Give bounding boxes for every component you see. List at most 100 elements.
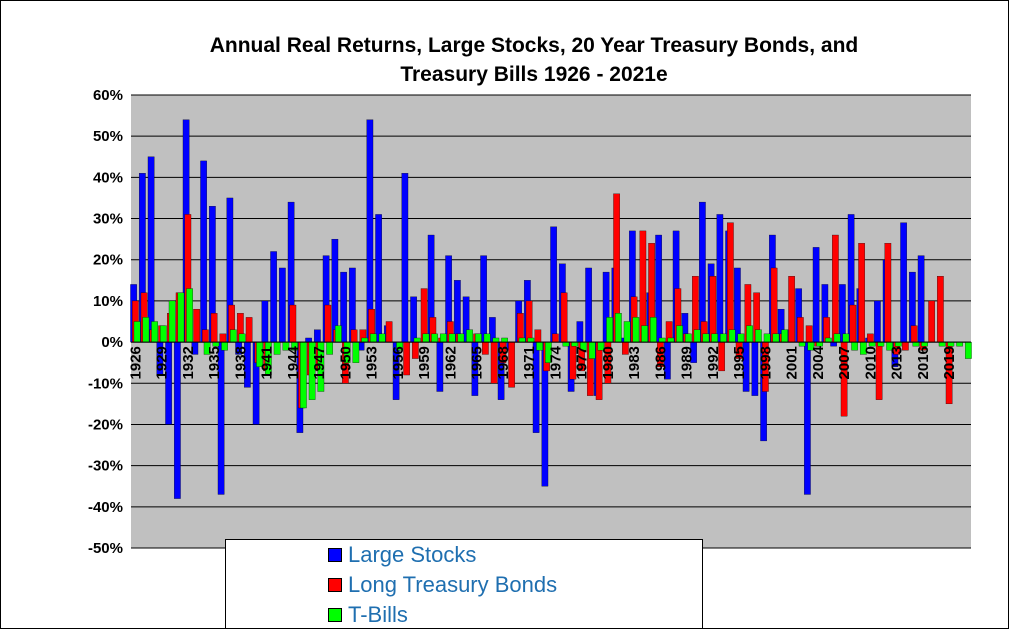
bar-t-bills bbox=[562, 341, 570, 347]
bar-long-treasury-bonds bbox=[867, 333, 874, 343]
bar-long-treasury-bonds bbox=[639, 230, 647, 343]
bar-long-treasury-bonds bbox=[210, 313, 218, 343]
bar-long-treasury-bonds bbox=[849, 304, 857, 343]
bar-large-stocks bbox=[314, 329, 321, 343]
bar-t-bills bbox=[816, 341, 823, 347]
bar-t-bills bbox=[177, 292, 185, 343]
bar-long-treasury-bonds bbox=[937, 276, 944, 343]
bar-long-treasury-bonds bbox=[385, 321, 393, 343]
chart-title-line-2: Treasury Bills 1926 - 2021e bbox=[400, 63, 667, 86]
bar-t-bills bbox=[921, 341, 928, 347]
bar-t-bills bbox=[475, 333, 482, 343]
bar-t-bills bbox=[527, 337, 535, 343]
bar-t-bills bbox=[842, 333, 850, 343]
bar-t-bills bbox=[825, 337, 832, 343]
bar-t-bills bbox=[877, 341, 885, 347]
bar-t-bills bbox=[571, 341, 578, 347]
bar-t-bills bbox=[335, 325, 342, 343]
bar-large-stocks bbox=[480, 255, 487, 343]
x-tick-label: 1965 bbox=[469, 346, 486, 379]
y-tick-label: 50% bbox=[93, 128, 123, 145]
x-tick-label: 1998 bbox=[757, 346, 774, 379]
bar-long-treasury-bonds bbox=[245, 317, 253, 343]
y-tick-label: -20% bbox=[88, 416, 123, 433]
bar-t-bills bbox=[483, 333, 491, 343]
x-tick-label: 2001 bbox=[784, 346, 801, 379]
bar-series bbox=[130, 119, 972, 499]
x-tick-label: 1929 bbox=[154, 346, 171, 379]
bar-long-treasury-bonds bbox=[202, 329, 209, 343]
legend-item-large-stocks: Large Stocks bbox=[328, 540, 476, 570]
bar-long-treasury-bonds bbox=[928, 300, 935, 343]
bar-large-stocks bbox=[830, 341, 837, 347]
x-tick-label: 1935 bbox=[206, 346, 223, 379]
bar-t-bills bbox=[422, 333, 430, 343]
bar-t-bills bbox=[168, 300, 176, 343]
bar-t-bills bbox=[667, 337, 675, 343]
bar-long-treasury-bonds bbox=[289, 304, 297, 343]
bar-t-bills bbox=[737, 333, 745, 343]
x-tick-label: 1941 bbox=[259, 346, 276, 379]
bar-t-bills bbox=[781, 329, 788, 343]
bar-large-stocks bbox=[401, 173, 409, 343]
x-axis-tick-labels: 1926 1929 1932 1935 1938 1941 1944 1947 1950 1953… bbox=[127, 345, 958, 379]
bar-large-stocks bbox=[270, 251, 277, 343]
legend-swatch-long-treasury-bonds bbox=[328, 578, 342, 592]
bar-t-bills bbox=[448, 333, 456, 343]
bar-large-stocks bbox=[839, 284, 846, 343]
bar-long-treasury-bonds bbox=[805, 325, 813, 343]
legend-label-long-treasury-bonds: Long Treasury Bonds bbox=[348, 572, 558, 597]
x-tick-label: 1971 bbox=[521, 346, 538, 379]
bar-long-treasury-bonds bbox=[552, 333, 559, 343]
bar-t-bills bbox=[238, 333, 246, 343]
x-tick-label: 1959 bbox=[416, 346, 433, 379]
x-tick-label: 1956 bbox=[390, 346, 407, 379]
bar-long-treasury-bonds bbox=[858, 243, 865, 343]
bar-long-treasury-bonds bbox=[534, 329, 542, 343]
x-tick-label: 2016 bbox=[915, 346, 932, 379]
bar-t-bills bbox=[755, 329, 762, 343]
x-tick-label: 2013 bbox=[889, 346, 906, 379]
bar-t-bills bbox=[518, 337, 526, 343]
bar-large-stocks bbox=[900, 222, 907, 343]
bar-t-bills bbox=[641, 325, 648, 343]
bar-large-stocks bbox=[305, 337, 312, 343]
bar-t-bills bbox=[720, 333, 727, 343]
bar-t-bills bbox=[632, 317, 640, 343]
bar-large-stocks bbox=[147, 156, 155, 343]
bar-t-bills bbox=[466, 329, 473, 343]
x-tick-label: 1962 bbox=[442, 346, 459, 379]
legend-label-t-bills: T-Bills bbox=[348, 602, 408, 627]
legend-swatch-t-bills bbox=[328, 608, 342, 622]
bar-t-bills bbox=[431, 333, 438, 343]
bar-long-treasury-bonds bbox=[770, 267, 778, 343]
bar-long-treasury-bonds bbox=[709, 276, 717, 343]
bar-t-bills bbox=[142, 317, 150, 343]
bar-t-bills bbox=[492, 337, 500, 343]
bar-t-bills bbox=[361, 337, 368, 343]
x-tick-label: 1926 bbox=[127, 346, 144, 379]
bar-t-bills bbox=[685, 333, 692, 343]
bar-t-bills bbox=[457, 333, 465, 343]
x-tick-label: 1989 bbox=[679, 346, 696, 379]
y-tick-label: -50% bbox=[88, 540, 123, 557]
bar-t-bills bbox=[711, 333, 718, 343]
x-tick-label: 1968 bbox=[495, 346, 512, 379]
y-tick-label: 0% bbox=[101, 334, 123, 351]
y-tick-label: -40% bbox=[88, 499, 123, 516]
bar-t-bills bbox=[938, 341, 946, 347]
x-tick-label: 1932 bbox=[180, 346, 197, 379]
x-tick-label: 2007 bbox=[836, 346, 853, 379]
y-tick-label: 30% bbox=[93, 211, 123, 228]
bar-t-bills bbox=[133, 321, 141, 343]
bar-large-stocks bbox=[576, 321, 584, 343]
bar-t-bills bbox=[693, 329, 701, 343]
bar-long-treasury-bonds bbox=[350, 329, 358, 343]
x-tick-label: 1974 bbox=[547, 345, 564, 379]
x-tick-label: 1986 bbox=[652, 346, 669, 379]
bar-t-bills bbox=[798, 341, 806, 347]
bar-large-stocks bbox=[375, 214, 382, 343]
bar-large-stocks bbox=[585, 267, 592, 343]
bar-t-bills bbox=[965, 341, 972, 359]
bar-long-treasury-bonds bbox=[525, 300, 533, 343]
